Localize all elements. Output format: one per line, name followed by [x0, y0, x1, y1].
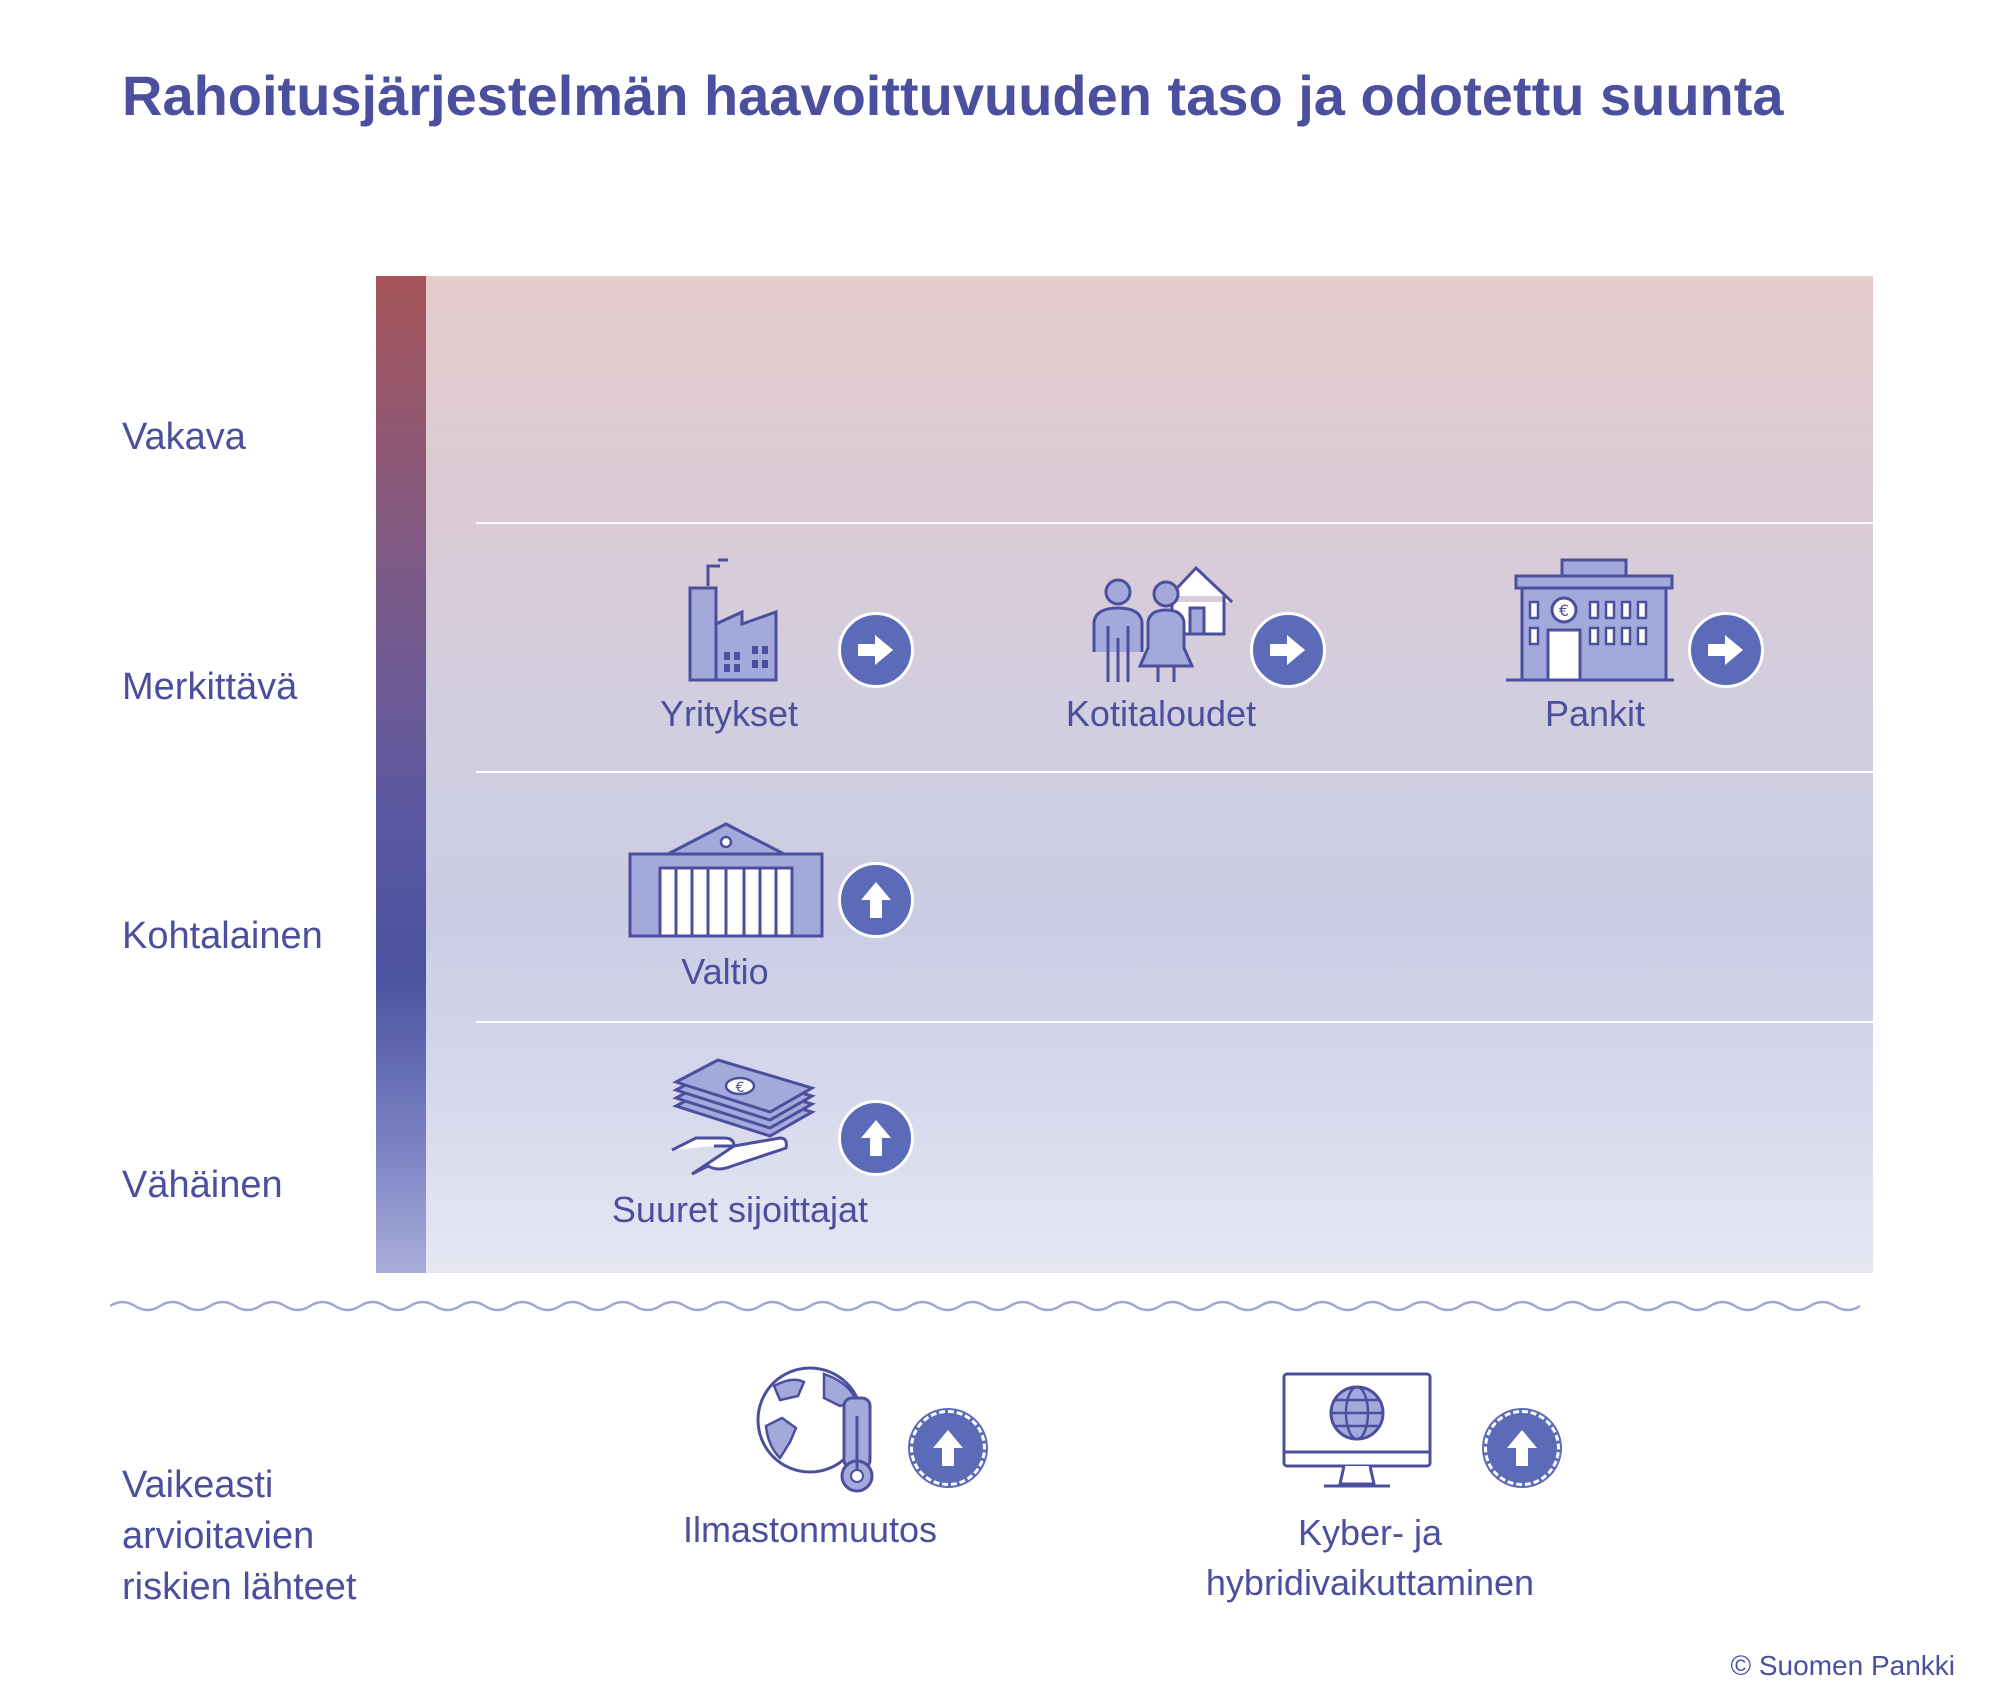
trend-arrow-households [1250, 612, 1326, 688]
bank-icon: € [1506, 558, 1674, 682]
source-label-climate: Ilmastonmuutos [682, 1509, 938, 1550]
trend-arrow-companies [838, 612, 914, 688]
trend-arrow-climate [910, 1410, 986, 1486]
source-label-cyber: Kyber- ja hybridivaikuttaminen [1130, 1508, 1610, 1608]
severity-gradient-bar [376, 276, 426, 1273]
up-arrow-icon [1507, 1430, 1537, 1466]
sources-label-line: Vaikeasti [122, 1464, 274, 1506]
right-arrow-icon [1708, 635, 1743, 665]
trend-arrow-investors [838, 1100, 914, 1176]
page-title: Rahoitusjärjestelmän haavoittuvuuden tas… [122, 64, 1784, 127]
right-arrow-icon [858, 635, 893, 665]
trend-arrow-banks [1688, 612, 1764, 688]
up-arrow-icon [861, 882, 891, 918]
svg-text:€: € [1559, 601, 1569, 620]
level-label-severe: Vakava [122, 416, 246, 458]
sector-label-banks: Pankit [1544, 693, 1646, 734]
level-divider [476, 1021, 1873, 1023]
svg-text:€: € [736, 1080, 745, 1096]
source-label-cyber-line: hybridivaikuttaminen [1205, 1562, 1535, 1603]
copyright-notice: © Suomen Pankki [1730, 1650, 1955, 1681]
sources-label-line: riskien lähteet [122, 1566, 357, 1608]
trend-arrow-state [838, 862, 914, 938]
wavy-separator [110, 1300, 1860, 1312]
level-label-moderate: Kohtalainen [122, 915, 323, 957]
money-hand-icon: € [671, 1058, 816, 1176]
government-building-icon [628, 822, 824, 938]
sector-label-state: Valtio [681, 951, 769, 992]
family-house-icon [1092, 565, 1234, 682]
trend-arrow-cyber [1484, 1410, 1560, 1486]
up-arrow-icon [861, 1120, 891, 1156]
sector-label-households: Kotitaloudet [1065, 693, 1257, 734]
sources-label-line: arvioitavien [122, 1515, 315, 1557]
level-label-minor: Vähäinen [122, 1164, 283, 1206]
sector-label-companies: Yritykset [659, 693, 799, 734]
monitor-globe-icon [1282, 1372, 1432, 1488]
level-label-significant: Merkittävä [122, 666, 298, 708]
up-arrow-icon [933, 1430, 963, 1466]
vulnerability-panel [426, 276, 1873, 1273]
right-arrow-icon [1270, 635, 1305, 665]
source-label-cyber-line: Kyber- ja [1297, 1512, 1443, 1553]
sources-label: Vaikeasti arvioitavien riskien lähteet [122, 1460, 356, 1613]
level-divider [476, 522, 1873, 524]
globe-thermometer-icon [756, 1366, 874, 1493]
factory-icon [688, 558, 778, 682]
level-divider [476, 771, 1873, 773]
sector-label-investors: Suuret sijoittajat [611, 1189, 869, 1230]
